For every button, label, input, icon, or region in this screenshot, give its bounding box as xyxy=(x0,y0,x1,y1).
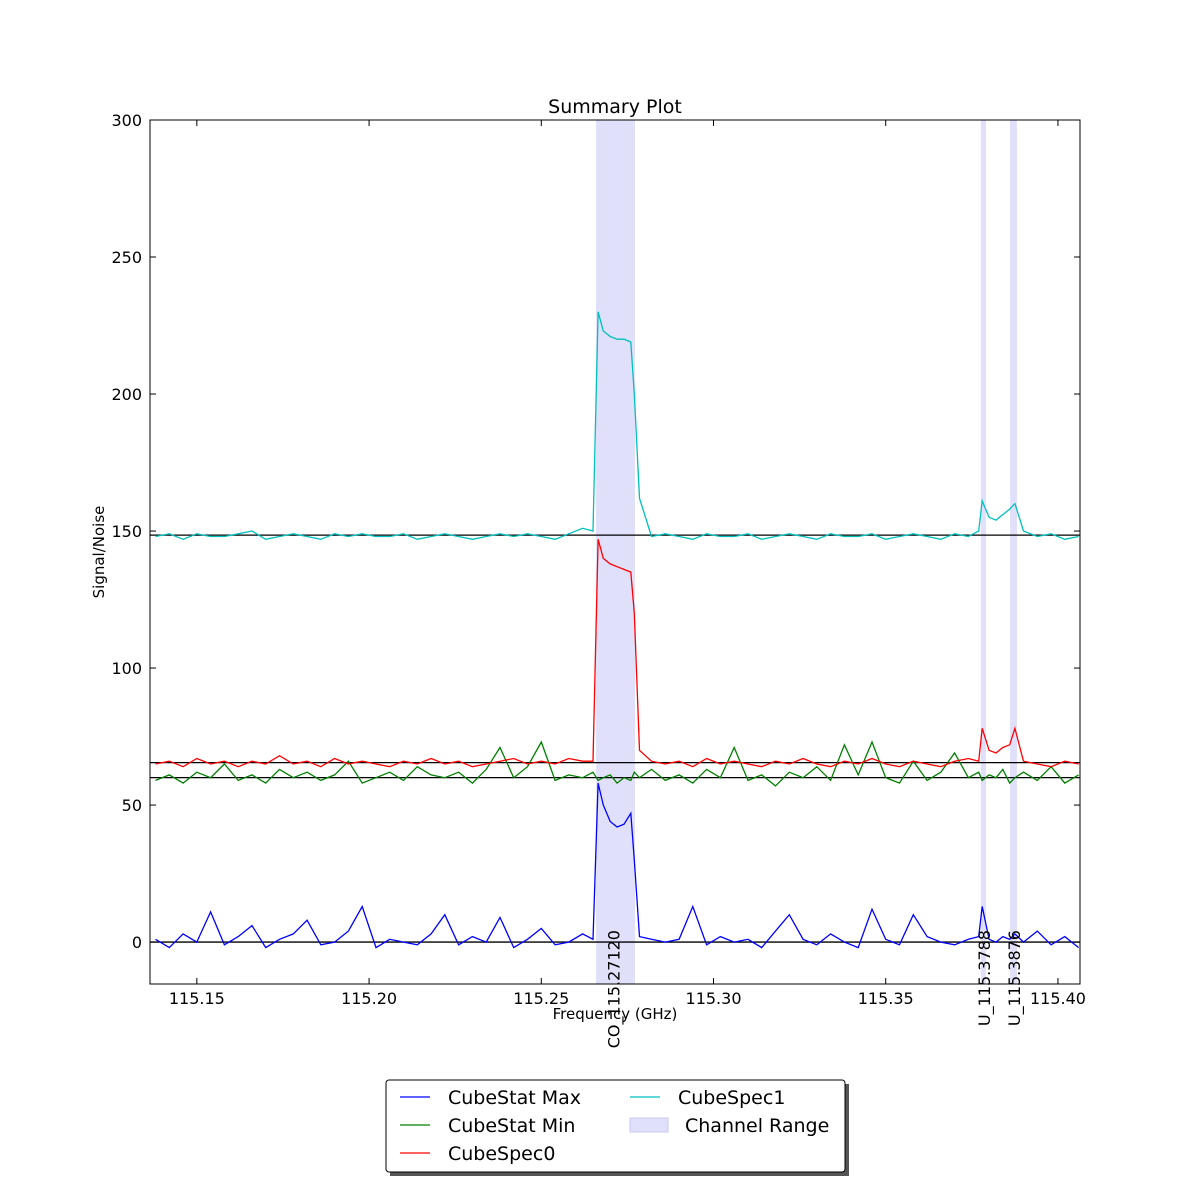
legend-label: CubeStat Max xyxy=(448,1087,581,1109)
channel-range xyxy=(596,120,635,984)
channel-range xyxy=(980,120,986,984)
x-axis-label: Frequency (GHz) xyxy=(553,1005,678,1023)
y-tick-label: 250 xyxy=(111,248,142,267)
y-tick-label: 100 xyxy=(111,659,142,678)
x-tick-label: 115.25 xyxy=(513,989,569,1008)
series-line xyxy=(155,311,1079,541)
plot-frame xyxy=(149,119,1081,985)
legend: CubeStat Max CubeStat Min CubeSpec0 CubeSpe… xyxy=(385,1079,849,1176)
legend-swatch xyxy=(629,1117,669,1133)
x-tick-label: 115.40 xyxy=(1030,989,1086,1008)
x-tick-label: 115.20 xyxy=(341,989,397,1008)
line-label: U_115.3876 xyxy=(1005,930,1025,1026)
y-tick-label: 0 xyxy=(132,933,142,952)
legend-label: CubeSpec0 xyxy=(448,1143,555,1165)
x-tick-label: 115.35 xyxy=(858,989,914,1008)
series-line xyxy=(155,740,1079,787)
legend-label: CubeStat Min xyxy=(448,1115,575,1137)
y-tick-label: 50 xyxy=(122,796,142,815)
line-label: CO_115.27120 xyxy=(604,930,624,1048)
legend-label: CubeSpec1 xyxy=(678,1087,785,1109)
y-tick-label: 150 xyxy=(111,522,142,541)
chart-title: Summary Plot xyxy=(548,96,682,118)
y-tick-label: 200 xyxy=(111,385,142,404)
channel-range xyxy=(1010,120,1017,984)
series-line xyxy=(155,539,1079,768)
x-tick-label: 115.15 xyxy=(169,989,225,1008)
y-tick-label: 300 xyxy=(111,111,142,130)
legend-label: Channel Range xyxy=(685,1115,829,1137)
x-tick-label: 115.30 xyxy=(686,989,742,1008)
line-label: U_115.3788 xyxy=(975,930,995,1026)
series-line xyxy=(155,782,1080,949)
y-axis-label: Signal/Noise xyxy=(90,506,108,599)
legend-box xyxy=(385,1079,846,1173)
